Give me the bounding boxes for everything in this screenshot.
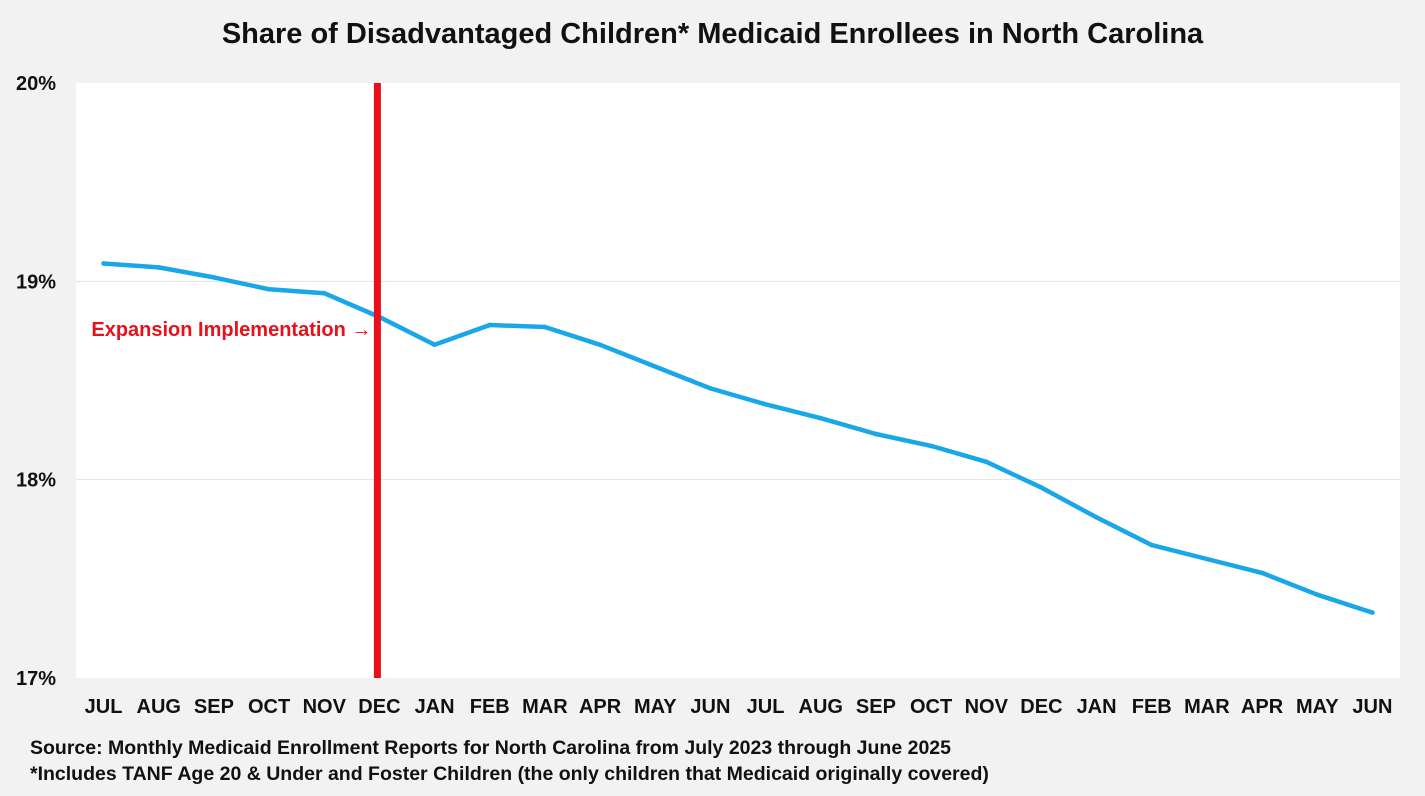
data-point [432,342,437,348]
data-point [266,286,272,292]
data-point [708,386,713,391]
x-tick-label: NOV [965,696,1009,718]
data-point [928,443,934,449]
series-layer [101,261,1375,615]
x-tick-label: AUG [137,696,181,718]
source-note: Source: Monthly Medicaid Enrollment Repo… [30,737,951,759]
x-tick-label: APR [579,696,622,718]
expansion-label: Expansion Implementation → [91,319,371,341]
x-tick-label: FEB [470,696,510,718]
chart-title: Share of Disadvantaged Children* Medicai… [221,18,1204,50]
gridlines [76,280,1400,481]
plot-area [76,83,1400,678]
x-tick-label: DEC [1020,696,1062,718]
data-point [542,324,548,330]
data-point [101,261,106,266]
x-tick-label: FEB [1132,696,1172,718]
y-tick-label: 18% [16,470,56,492]
data-point [763,402,768,407]
x-tick-label: JUN [1352,696,1392,718]
x-tick-label: MAR [522,696,568,718]
data-point [1039,485,1044,490]
x-tick-label: MAY [634,696,677,718]
x-tick-label: OCT [248,696,290,718]
data-point [873,431,879,437]
x-tick-label: APR [1241,696,1284,718]
data-point [818,415,824,421]
x-tick-label: AUG [799,696,843,718]
data-point [211,275,217,280]
data-point [983,459,989,465]
data-point [1204,556,1210,562]
x-axis-ticks: JUL AUG SEP OCT NOV DEC JAN FEB MAR APR MAY JUN JUL A… [85,696,1393,718]
data-point [1259,570,1265,576]
x-tick-label: NOV [303,696,347,718]
x-tick-label: DEC [358,696,400,718]
data-point [1370,610,1375,615]
data-point [321,290,327,296]
x-tick-label: SEP [856,696,896,718]
x-tick-label: JUL [85,696,123,718]
x-tick-label: MAY [1296,696,1339,718]
y-axis-ticks: 17% 18% 19% 20% [16,73,56,690]
y-tick-label: 19% [16,271,56,293]
series-line [101,261,1375,615]
expansion-marker: Expansion Implementation → [91,83,381,678]
footnote: *Includes TANF Age 20 & Under and Foster… [30,763,989,785]
x-tick-label: JAN [1077,696,1117,718]
y-tick-label: 17% [16,668,56,690]
x-tick-label: JAN [415,696,455,718]
data-point [1314,592,1320,597]
x-tick-label: MAR [1184,696,1230,718]
data-point [652,364,658,369]
x-tick-label: JUN [690,696,730,718]
x-tick-label: OCT [910,696,952,718]
x-tick-label: SEP [194,696,234,718]
data-point [156,265,162,270]
data-point [1094,515,1099,520]
data-point [487,322,493,328]
data-point [1149,542,1155,548]
x-tick-label: JUL [747,696,785,718]
data-point [597,342,603,348]
y-tick-label: 20% [16,73,56,95]
